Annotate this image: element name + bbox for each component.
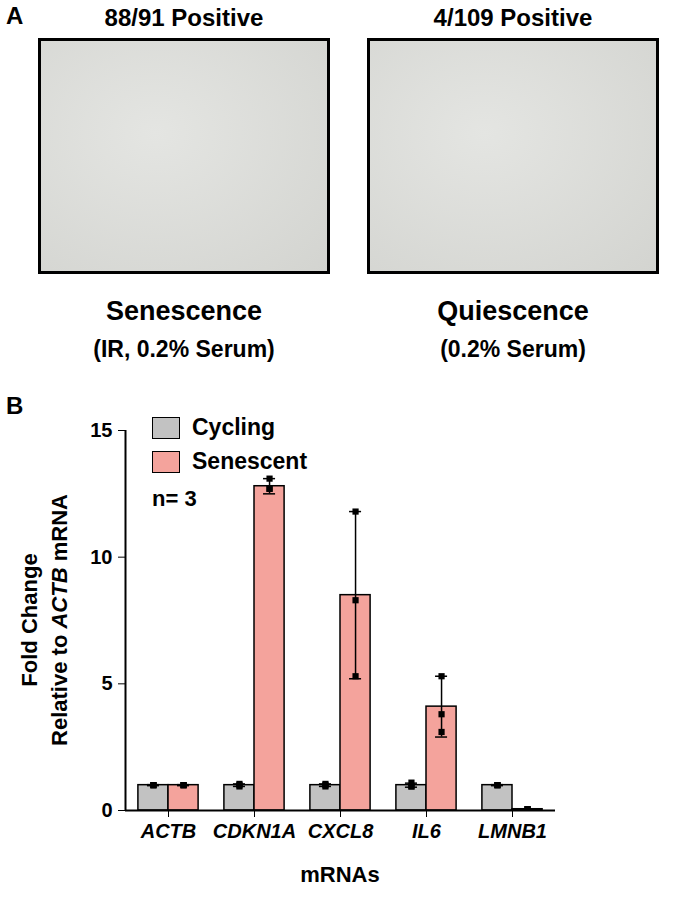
html-text:Senescent: Senescent [192,448,308,474]
svg-text:CDKN1A: CDKN1A [213,820,296,842]
svg-text:10: 10 [90,546,112,568]
html-text:to: to [47,634,72,656]
html-text:B: B [6,392,24,419]
html-text:(0.2% Serum): (0.2% Serum) [440,336,586,362]
html-text:Relative: Relative [47,661,72,746]
html-text:Quiescence: Quiescence [437,296,589,326]
html-text:mRNAs: mRNAs [300,862,380,887]
html-text:Change: Change [17,553,42,635]
html-text:n= 3: n= 3 [152,486,197,511]
svg-text:15: 15 [90,419,112,441]
html-text:88/91 Positive: 88/91 Positive [104,4,264,31]
html-text:4/109 Positive: 4/109 Positive [433,4,593,31]
svg-text:5: 5 [101,672,112,694]
html-text:Cycling: Cycling [192,414,276,440]
svg-text:ACTB: ACTB [140,820,197,842]
html-text:mRNA: mRNA [47,494,72,562]
html-text:(IR, 0.2% Serum): (IR, 0.2% Serum) [93,336,275,362]
svg-text:CXCL8: CXCL8 [308,820,374,842]
html-text:Fold: Fold [17,640,42,687]
html-text:Senescence: Senescence [105,296,262,326]
html-text:ACTB: ACTB [47,567,72,629]
svg-text:IL6: IL6 [412,820,442,842]
svg-text:LMNB1: LMNB1 [478,820,547,842]
svg-text:0: 0 [101,799,112,821]
html-text:A: A [6,2,24,29]
